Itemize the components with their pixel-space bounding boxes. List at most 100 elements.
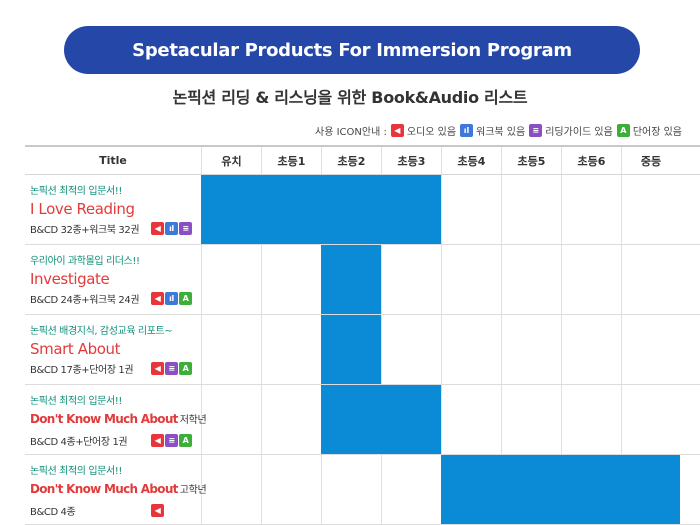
grade-note: 고학년 <box>179 485 207 496</box>
product-name[interactable]: Smart About <box>30 340 121 358</box>
product-name[interactable]: Don't Know Much About <box>30 482 178 496</box>
level-cell <box>501 245 561 314</box>
level-cell-active <box>621 455 680 524</box>
legend-item-audio: ◀ 오디오 있음 <box>390 123 457 138</box>
vocabulary-icon: A <box>179 434 192 447</box>
level-cell-active <box>501 455 561 524</box>
feature-icons: ◀ ıl A <box>151 292 192 305</box>
legend-item-vocabulary: A 단어장 있음 <box>616 123 682 138</box>
level-cell <box>501 315 561 384</box>
header-grade-4: 초등4 <box>441 147 501 174</box>
level-cell-active <box>321 315 381 384</box>
banner-title: Spetacular Products For Immersion Progra… <box>132 39 572 61</box>
product-title-cell: 논픽션 최적의 입문서!! Don't Know Much About 저학년 B&C… <box>25 385 207 454</box>
audio-icon: ◀ <box>390 124 404 137</box>
product-description: B&CD 17종+단어장 1권 ◀ ≡ A <box>30 361 201 376</box>
vocabulary-icon: A <box>616 124 630 137</box>
legend-item-reading-guide: ≡ 리딩가이드 있음 <box>529 123 613 138</box>
table-row: 논픽션 최적의 입문서!! I Love Reading B&CD 32종+워크북 … <box>25 175 700 245</box>
vocabulary-icon: A <box>179 362 192 375</box>
header-grade-5: 초등5 <box>501 147 561 174</box>
level-cell <box>381 315 441 384</box>
product-contents: B&CD 4종 <box>30 507 76 518</box>
header-title: Title <box>99 154 127 167</box>
level-cell <box>201 315 261 384</box>
legend-label: 사용 ICON안내 : <box>315 127 387 138</box>
level-cell <box>561 315 621 384</box>
level-cell-active <box>381 385 441 454</box>
product-name[interactable]: Don't Know Much About <box>30 412 178 426</box>
header-grade-3: 초등3 <box>381 147 441 174</box>
product-title-line: Investigate <box>30 270 201 288</box>
product-name[interactable]: I Love Reading <box>30 200 135 218</box>
level-cell <box>261 245 321 314</box>
table-row: 우리아이 과학몰입 리더스!! Investigate B&CD 24종+워크북 2… <box>25 245 700 315</box>
header-grade-6: 초등6 <box>561 147 621 174</box>
table-row: 논픽션 최적의 입문서!! Don't Know Much About 고학년 B&C… <box>25 455 700 525</box>
program-banner: Spetacular Products For Immersion Progra… <box>64 26 640 74</box>
level-cell <box>621 385 680 454</box>
legend-item-workbook: ıl 워크북 있음 <box>460 123 525 138</box>
header-grade-1: 초등1 <box>261 147 321 174</box>
product-name[interactable]: Investigate <box>30 270 110 288</box>
level-cell <box>501 175 561 244</box>
legend-text: 워크북 있음 <box>476 127 526 138</box>
audio-icon: ◀ <box>151 292 164 305</box>
level-cell <box>501 385 561 454</box>
page-subtitle: 논픽션 리딩 & 리스닝을 위한 Book&Audio 리스트 <box>172 88 528 107</box>
level-cell <box>561 385 621 454</box>
level-cell <box>621 315 680 384</box>
level-cell-active <box>201 175 261 244</box>
product-title-line: I Love Reading <box>30 200 201 218</box>
feature-icons: ◀ ≡ A <box>151 434 192 447</box>
reading-guide-icon: ≡ <box>179 222 192 235</box>
product-tagline: 논픽션 최적의 입문서!! <box>30 466 122 477</box>
legend-text: 리딩가이드 있음 <box>545 127 613 138</box>
product-title-line: Don't Know Much About 고학년 <box>30 480 207 500</box>
audio-icon: ◀ <box>151 504 164 517</box>
product-contents: B&CD 17종+단어장 1권 <box>30 365 134 376</box>
product-tagline: 논픽션 최적의 입문서!! <box>30 396 122 407</box>
level-cell-active <box>261 175 321 244</box>
level-cell <box>201 455 261 524</box>
header-middle-school: 중등 <box>621 147 680 174</box>
level-cell <box>381 455 441 524</box>
product-contents: B&CD 4종+단어장 1권 <box>30 437 128 448</box>
product-description: B&CD 32종+워크북 32권 ◀ ıl ≡ <box>30 221 201 236</box>
audio-icon: ◀ <box>151 222 164 235</box>
level-cell <box>441 175 501 244</box>
icon-legend: 사용 ICON안내 : ◀ 오디오 있음 ıl 워크북 있음 ≡ 리딩가이드 있… <box>315 123 682 138</box>
level-cell <box>261 455 321 524</box>
product-level-table: Title 유치 초등1 초등2 초등3 초등4 초등5 초등6 중등 논픽션 … <box>25 145 700 525</box>
level-cell <box>561 175 621 244</box>
product-contents: B&CD 24종+워크북 24권 <box>30 295 140 306</box>
product-tagline: 논픽션 배경지식, 감성교육 리포트~ <box>30 326 173 337</box>
level-cell <box>381 245 441 314</box>
audio-icon: ◀ <box>151 362 164 375</box>
product-description: B&CD 4종 ◀ <box>30 503 201 518</box>
header-kindergarten: 유치 <box>201 147 261 174</box>
grade-note: 저학년 <box>179 415 207 426</box>
product-title-cell: 논픽션 배경지식, 감성교육 리포트~ Smart About B&CD 17종+단… <box>25 315 201 384</box>
level-cell <box>621 245 680 314</box>
level-cell <box>441 245 501 314</box>
level-cell <box>321 455 381 524</box>
product-title-cell: 우리아이 과학몰입 리더스!! Investigate B&CD 24종+워크북 2… <box>25 245 201 314</box>
product-title-cell: 논픽션 최적의 입문서!! Don't Know Much About 고학년 B&C… <box>25 455 207 524</box>
reading-guide-icon: ≡ <box>529 124 543 137</box>
product-tagline: 논픽션 최적의 입문서!! <box>30 186 122 197</box>
level-cell-active <box>441 455 501 524</box>
workbook-icon: ıl <box>165 292 178 305</box>
header-grade-2: 초등2 <box>321 147 381 174</box>
level-cell <box>201 245 261 314</box>
level-cell <box>441 315 501 384</box>
workbook-icon: ıl <box>460 124 474 137</box>
legend-text: 오디오 있음 <box>406 127 457 138</box>
level-cell-active <box>321 245 381 314</box>
product-description: B&CD 24종+워크북 24권 ◀ ıl A <box>30 291 201 306</box>
feature-icons: ◀ ıl ≡ <box>151 222 192 235</box>
level-cell <box>261 385 321 454</box>
product-description: B&CD 4종+단어장 1권 ◀ ≡ A <box>30 433 201 448</box>
level-cell <box>561 245 621 314</box>
audio-icon: ◀ <box>151 434 164 447</box>
